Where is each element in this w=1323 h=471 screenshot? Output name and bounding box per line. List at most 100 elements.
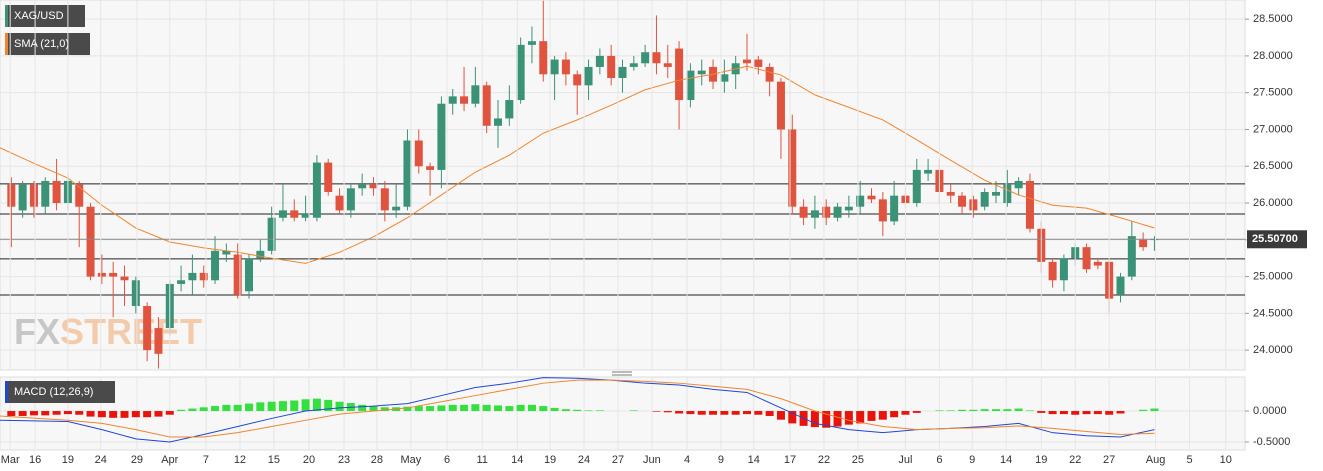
- histogram-bar: [471, 404, 480, 412]
- x-tick-label: 5: [1186, 454, 1192, 466]
- histogram-bar: [86, 411, 95, 417]
- candle-body: [414, 140, 423, 167]
- histogram-bar: [211, 406, 220, 412]
- histogram-bar: [7, 411, 16, 416]
- histogram-bar: [595, 410, 604, 412]
- y-tick-label: 0.0000: [1253, 405, 1287, 417]
- histogram-bar: [97, 411, 106, 418]
- x-tick-label: 27: [612, 454, 624, 466]
- candle-body: [754, 59, 763, 67]
- candle-body: [97, 272, 106, 277]
- x-tick-label: 24: [578, 454, 590, 466]
- histogram-bar: [1150, 408, 1159, 412]
- candle-body: [1127, 236, 1136, 277]
- x-tick-label: 6: [444, 454, 450, 466]
- histogram-bar: [52, 411, 61, 415]
- histogram-bar: [958, 409, 967, 412]
- candle-body: [924, 169, 933, 174]
- candle-body: [7, 184, 16, 207]
- histogram-bar: [358, 404, 367, 412]
- candle-body: [52, 180, 61, 204]
- x-tick-label: 29: [131, 454, 143, 466]
- candle-body: [380, 188, 389, 211]
- macd-line: [0, 379, 1155, 438]
- x-tick-label: 14: [511, 454, 523, 466]
- histogram-bar: [856, 411, 865, 424]
- histogram-bar: [912, 411, 921, 413]
- histogram-bar: [878, 411, 887, 420]
- candle-body: [516, 44, 525, 101]
- candle-body: [776, 81, 785, 130]
- histogram-bar: [1071, 411, 1080, 415]
- plot-background: [0, 376, 1246, 451]
- candle-body: [584, 66, 593, 86]
- candle-body: [912, 169, 921, 204]
- histogram-bar: [199, 407, 208, 412]
- candle-body: [1093, 261, 1102, 266]
- histogram-bar: [290, 400, 299, 412]
- x-tick-label: 4: [684, 454, 690, 466]
- candle-body: [29, 184, 38, 207]
- histogram-bar: [539, 406, 548, 412]
- candle-body: [301, 214, 310, 218]
- candle-body: [188, 272, 197, 281]
- y-tick-label: 28.5000: [1253, 13, 1293, 25]
- histogram-bar: [697, 411, 706, 415]
- histogram-bar: [527, 404, 536, 412]
- candle-body: [697, 70, 706, 75]
- candle-body: [607, 55, 616, 78]
- histogram-bar: [41, 411, 50, 416]
- candle-body: [312, 162, 321, 218]
- histogram-bar: [754, 411, 763, 415]
- y-tick-label: 27.0000: [1253, 123, 1293, 135]
- histogram-bar: [1048, 411, 1057, 415]
- histogram-bar: [573, 409, 582, 412]
- histogram-bar: [935, 410, 944, 412]
- histogram-bar: [222, 404, 231, 412]
- candle-body: [1116, 276, 1125, 295]
- candle-body: [278, 210, 287, 218]
- x-tick-label: Jul: [898, 454, 912, 466]
- histogram-bar: [131, 411, 140, 418]
- histogram-bar: [120, 411, 129, 418]
- legend-box: [5, 5, 85, 27]
- histogram-bar: [743, 411, 751, 415]
- histogram-bar: [301, 399, 310, 412]
- histogram-bar: [324, 399, 333, 412]
- legend-swatch: [5, 33, 8, 55]
- x-tick-label: 14: [748, 454, 760, 466]
- histogram-bar: [75, 411, 84, 415]
- histogram-bar: [233, 404, 242, 412]
- candle-body: [86, 206, 95, 277]
- x-tick-label: 25: [852, 454, 864, 466]
- histogram-bar: [63, 411, 72, 415]
- candle-body: [211, 250, 220, 281]
- macd-line: [0, 377, 1155, 443]
- legend-label: XAG/USD: [14, 10, 64, 22]
- candle-body: [1025, 180, 1034, 229]
- legend-swatch: [5, 5, 8, 27]
- x-tick-label: 19: [1035, 454, 1047, 466]
- candle-body: [641, 52, 650, 64]
- histogram-bar: [1014, 408, 1023, 412]
- histogram-bar: [663, 411, 672, 413]
- last-price-label: 25.50700: [1252, 233, 1298, 245]
- legend-swatch: [5, 381, 8, 403]
- histogram-bar: [776, 411, 785, 420]
- candle-body: [663, 63, 672, 67]
- candle-body: [1059, 258, 1068, 281]
- candle-body: [539, 41, 548, 75]
- candle-body: [958, 195, 967, 207]
- candle-body: [1014, 180, 1023, 189]
- legend-box: [5, 381, 115, 403]
- y-tick-label: 24.5000: [1253, 307, 1293, 319]
- histogram-bar: [312, 398, 321, 412]
- candle-body: [471, 85, 480, 104]
- x-tick-label: Apr: [161, 454, 178, 466]
- histogram-bar: [765, 411, 774, 416]
- histogram-bar: [1116, 411, 1125, 414]
- histogram-bar: [844, 411, 853, 425]
- candle-body: [629, 63, 638, 67]
- candle-body: [878, 199, 887, 222]
